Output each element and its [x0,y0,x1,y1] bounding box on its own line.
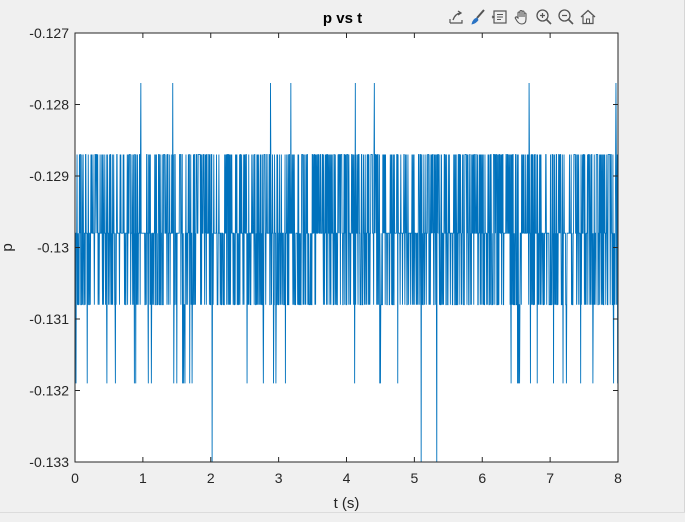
chart-title: p vs t [323,10,362,27]
x-tick-label: 3 [275,470,283,486]
x-tick-label: 6 [478,470,486,486]
x-tick-label: 7 [546,470,554,486]
y-tick-label: -0.131 [29,311,69,327]
status-strip [0,512,685,522]
data-tips-icon [491,10,507,24]
zoom-in-button[interactable] [533,7,554,28]
zoom-in-icon [535,9,552,25]
home-button[interactable] [577,7,598,28]
y-tick-label: -0.13 [37,240,69,256]
y-tick-label: -0.129 [29,168,69,184]
zoom-out-button[interactable] [555,7,576,28]
axes-toolbar [445,6,598,28]
x-tick-label: 1 [139,470,147,486]
data-trace-layer [75,83,618,462]
export-button[interactable] [445,7,466,28]
home-icon [580,9,595,25]
y-tick-label: -0.127 [29,25,69,41]
x-tick-label: 0 [71,470,79,486]
y-axis-title: p [0,243,16,251]
zoom-out-icon [557,9,574,25]
pan-hand-icon [514,9,527,25]
x-tick-label: 8 [614,470,622,486]
y-tick-label: -0.132 [29,383,69,399]
y-tick-label: -0.128 [29,97,69,113]
x-tick-label: 2 [207,470,215,486]
export-icon [448,10,463,24]
x-axis-title: t (s) [334,495,360,512]
x-tick-label: 4 [343,470,351,486]
brush-icon [470,9,485,25]
pan-button[interactable] [511,7,532,28]
series-line [75,83,618,462]
brush-button[interactable] [467,7,488,28]
data-tips-button[interactable] [489,7,510,28]
x-tick-label: 5 [410,470,418,486]
ticks-layer: 0 1 2 3 4 5 6 7 8 -0.127 -0.128 -0.129 -0.13 -0.131 -0… [29,25,622,486]
y-tick-label: -0.133 [29,454,69,470]
